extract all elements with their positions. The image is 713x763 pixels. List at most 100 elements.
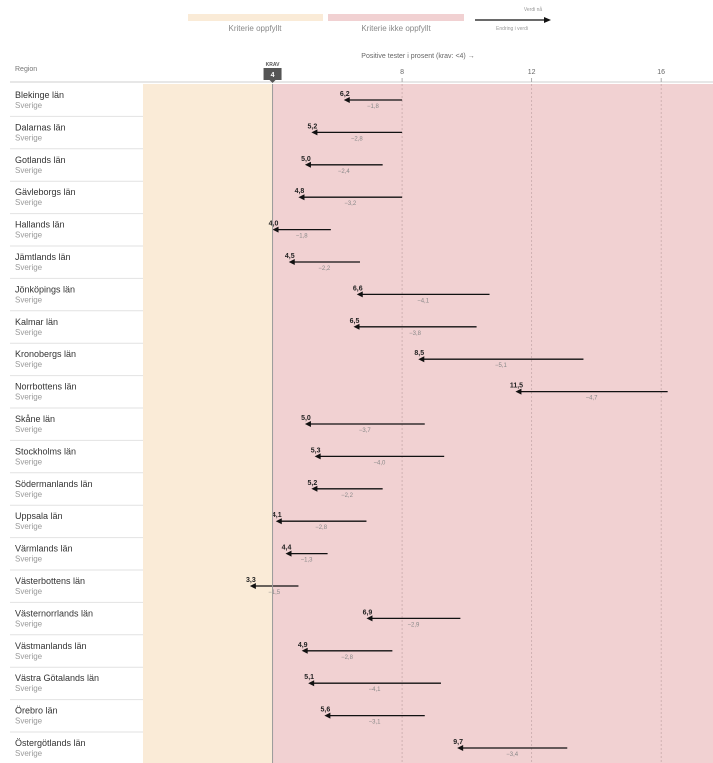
region-name: Södermanlands län <box>15 479 93 489</box>
region-subtitle: Sverige <box>15 555 43 564</box>
threshold-badge <box>263 68 282 83</box>
value-label: 5,2 <box>308 123 318 130</box>
region-subtitle: Sverige <box>15 587 43 596</box>
region-subtitle: Sverige <box>15 198 43 207</box>
change-arrow-head <box>249 583 256 589</box>
value-label: 4,4 <box>282 545 292 552</box>
change-arrow-head <box>301 647 308 654</box>
value-label: 5,6 <box>320 707 330 714</box>
region-name: Uppsala län <box>15 511 63 521</box>
change-label: −2,8 <box>315 525 328 531</box>
legend-arrow-head <box>544 17 551 23</box>
threshold-label: KRAV <box>266 62 280 68</box>
x-tick-label: 8 <box>400 69 404 76</box>
region-name: Jämtlands län <box>15 252 71 262</box>
region-name: Västmanlands län <box>15 641 87 651</box>
region-subtitle: Sverige <box>15 360 43 369</box>
change-label: −4,7 <box>586 396 599 402</box>
region-column-header: Region <box>15 66 37 73</box>
region-name: Jönköpings län <box>15 284 75 294</box>
change-label: −1,8 <box>296 234 309 240</box>
region-subtitle: Sverige <box>15 749 43 758</box>
change-label: −4,0 <box>373 460 386 466</box>
region-name: Kronobergs län <box>15 349 76 359</box>
change-label: −3,8 <box>409 331 422 337</box>
region-name: Gävleborgs län <box>15 187 76 197</box>
change-arrow-head <box>298 194 305 201</box>
region-name: Hallands län <box>15 220 65 230</box>
region-subtitle: Sverige <box>15 717 43 726</box>
region-name: Västerbottens län <box>15 576 85 586</box>
change-arrow-head <box>418 356 425 363</box>
change-label: −2,2 <box>341 493 354 499</box>
region-subtitle: Sverige <box>15 166 43 175</box>
x-axis-title: Positive tester i prosent (krav: <4) → <box>361 53 474 60</box>
legend-not-met-swatch <box>328 14 464 21</box>
value-label: 5,3 <box>311 447 321 454</box>
change-arrow-head <box>311 485 318 492</box>
change-arrow-head <box>457 745 464 751</box>
threshold-value: 4 <box>271 72 275 79</box>
legend-arrow-top-label: Verdi nå <box>524 6 543 13</box>
zone-criteria-met <box>143 84 273 763</box>
region-name: Värmlands län <box>15 544 73 554</box>
region-subtitle: Sverige <box>15 619 43 628</box>
region-subtitle: Sverige <box>15 295 43 304</box>
region-subtitle: Sverige <box>15 231 43 240</box>
value-label: 4,9 <box>298 642 308 649</box>
change-label: −1,8 <box>367 104 380 110</box>
value-label: 5,1 <box>304 674 314 681</box>
value-label: 5,0 <box>301 415 311 422</box>
legend-met-label: Kriterie oppfyllt <box>229 24 283 33</box>
value-label: 3,3 <box>246 577 256 584</box>
value-label: 5,0 <box>301 156 311 163</box>
region-name: Örebro län <box>15 706 58 716</box>
region-subtitle: Sverige <box>15 393 43 402</box>
region-subtitle: Sverige <box>15 425 43 434</box>
change-arrow-head <box>308 680 315 687</box>
change-label: −2,9 <box>407 622 420 628</box>
region-subtitle: Sverige <box>15 263 43 272</box>
change-label: −1,5 <box>268 590 281 596</box>
region-name: Västernorrlands län <box>15 608 93 618</box>
region-name: Blekinge län <box>15 90 64 100</box>
value-label: 6,5 <box>350 318 360 325</box>
change-label: −4,1 <box>417 298 430 304</box>
threshold-marker: KRAV 4 <box>263 62 282 763</box>
change-arrow-head <box>285 550 292 557</box>
value-label: 4,1 <box>272 512 282 519</box>
change-label: −3,7 <box>359 428 372 434</box>
region-subtitle: Sverige <box>15 101 43 110</box>
value-label: 6,2 <box>340 91 350 98</box>
region-name: Stockholms län <box>15 446 76 456</box>
legend: Kriterie oppfyllt Kriterie ikke oppfyllt… <box>188 6 551 33</box>
region-name: Östergötlands län <box>15 738 86 748</box>
region-subtitle: Sverige <box>15 328 43 337</box>
change-arrow-head <box>353 323 360 330</box>
change-arrow-head <box>288 259 295 265</box>
value-label: 6,9 <box>363 609 373 616</box>
change-arrow-head <box>311 129 318 136</box>
x-tick-label: 12 <box>528 69 536 76</box>
region-name: Gotlands län <box>15 155 66 165</box>
change-arrow-head <box>324 712 331 719</box>
legend-not-met-label: Kriterie ikke oppfyllt <box>361 24 431 33</box>
change-label: −2,2 <box>318 266 331 272</box>
region-name: Skåne län <box>15 414 55 424</box>
region-name: Norrbottens län <box>15 382 77 392</box>
